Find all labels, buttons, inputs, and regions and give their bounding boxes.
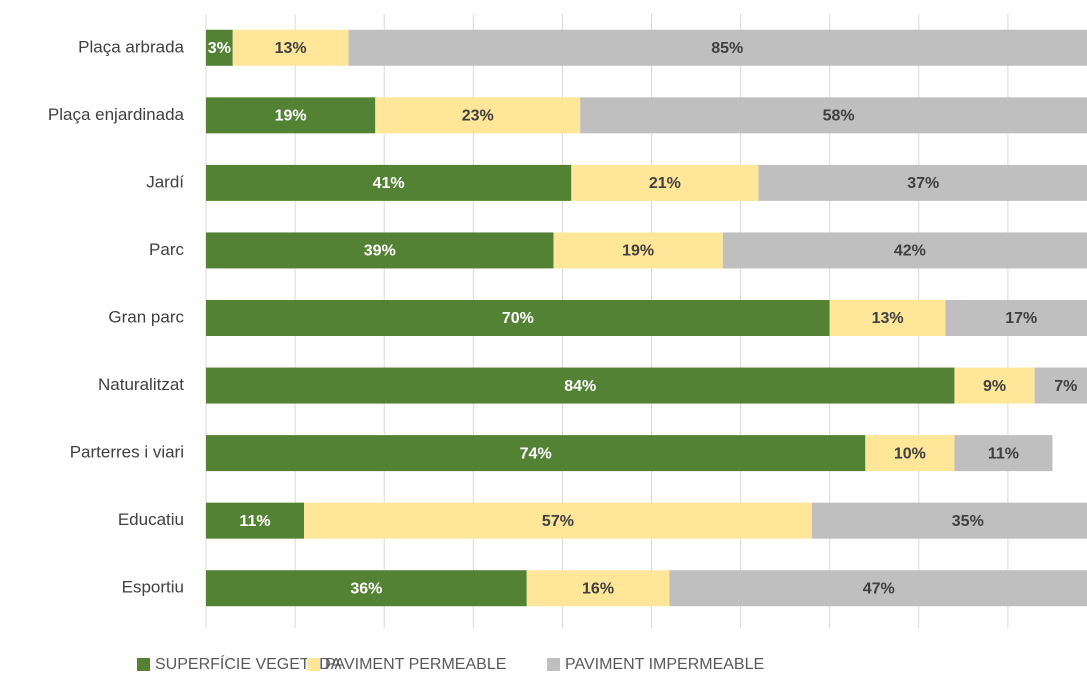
data-label: 19%: [275, 108, 307, 125]
data-label: 16%: [582, 580, 614, 597]
data-label: 58%: [823, 108, 855, 125]
bar-segment: [669, 570, 1087, 607]
y-tick-label: Parterres i viari: [70, 443, 184, 462]
data-label: 11%: [988, 445, 1019, 462]
legend-label: PAVIMENT PERMEABLE: [325, 656, 506, 673]
data-label: 13%: [872, 310, 904, 327]
data-label: 85%: [711, 40, 743, 57]
bar-segment: [348, 29, 1087, 66]
data-label: 42%: [894, 243, 926, 260]
data-label: 39%: [364, 243, 396, 260]
bar-segment: [304, 502, 812, 539]
y-tick-label: Educatiu: [118, 510, 184, 529]
data-label: 3%: [208, 40, 231, 57]
data-label: 41%: [373, 175, 405, 192]
data-label: 84%: [564, 378, 596, 395]
bar-segment: [758, 164, 1087, 201]
bar-segment: [580, 97, 1087, 134]
legend-swatch: [547, 658, 560, 671]
bar-segment: [206, 164, 572, 201]
data-label: 17%: [1005, 310, 1037, 327]
bar-segment: [206, 97, 376, 134]
legend-label: PAVIMENT IMPERMEABLE: [565, 656, 764, 673]
y-tick-label: Plaça enjardinada: [48, 105, 185, 124]
bar-segment: [722, 232, 1087, 269]
bar-segment: [945, 300, 1087, 336]
bar-segment: [571, 164, 759, 201]
data-label: 7%: [1054, 378, 1077, 395]
bar-segment: [954, 367, 1035, 404]
bar-segment: [553, 232, 723, 269]
y-tick-label: Esportiu: [122, 578, 184, 597]
data-label: 10%: [894, 445, 926, 462]
y-tick-label: Plaça arbrada: [78, 37, 184, 56]
legend-label: SUPERFÍCIE VEGETADA: [155, 654, 342, 673]
y-tick-label: Jardí: [146, 172, 184, 191]
data-label: 70%: [502, 310, 534, 327]
bar-segment: [829, 300, 946, 336]
y-tick-label: Parc: [149, 240, 184, 259]
data-label: 36%: [350, 580, 382, 597]
bar-segment: [206, 29, 233, 66]
data-label: 37%: [907, 175, 939, 192]
bar-segment: [375, 97, 581, 134]
bar-segment: [954, 435, 1053, 472]
data-label: 74%: [520, 445, 552, 462]
bar-segment: [206, 502, 305, 539]
legend-swatch: [307, 658, 320, 671]
data-label: 9%: [983, 378, 1006, 395]
bar-segment: [206, 300, 830, 336]
y-tick-label: Gran parc: [108, 307, 184, 326]
legend-swatch: [137, 658, 150, 671]
data-label: 57%: [542, 513, 574, 530]
bar-segment: [206, 367, 955, 404]
bar-segment: [865, 435, 955, 472]
data-label: 21%: [649, 175, 681, 192]
data-label: 35%: [952, 513, 984, 530]
data-label: 19%: [622, 243, 654, 260]
bar-segment: [206, 232, 554, 269]
data-label: 11%: [239, 513, 270, 530]
bar-segment: [206, 435, 866, 472]
bar-segment: [1034, 367, 1087, 404]
bar-segment: [232, 29, 349, 66]
bar-segment: [206, 570, 527, 607]
y-tick-label: Naturalitzat: [98, 375, 184, 394]
data-label: 23%: [462, 108, 494, 125]
bar-segment: [811, 502, 1087, 539]
data-label: 47%: [863, 580, 895, 597]
data-label: 13%: [275, 40, 307, 57]
bar-segment: [526, 570, 670, 607]
